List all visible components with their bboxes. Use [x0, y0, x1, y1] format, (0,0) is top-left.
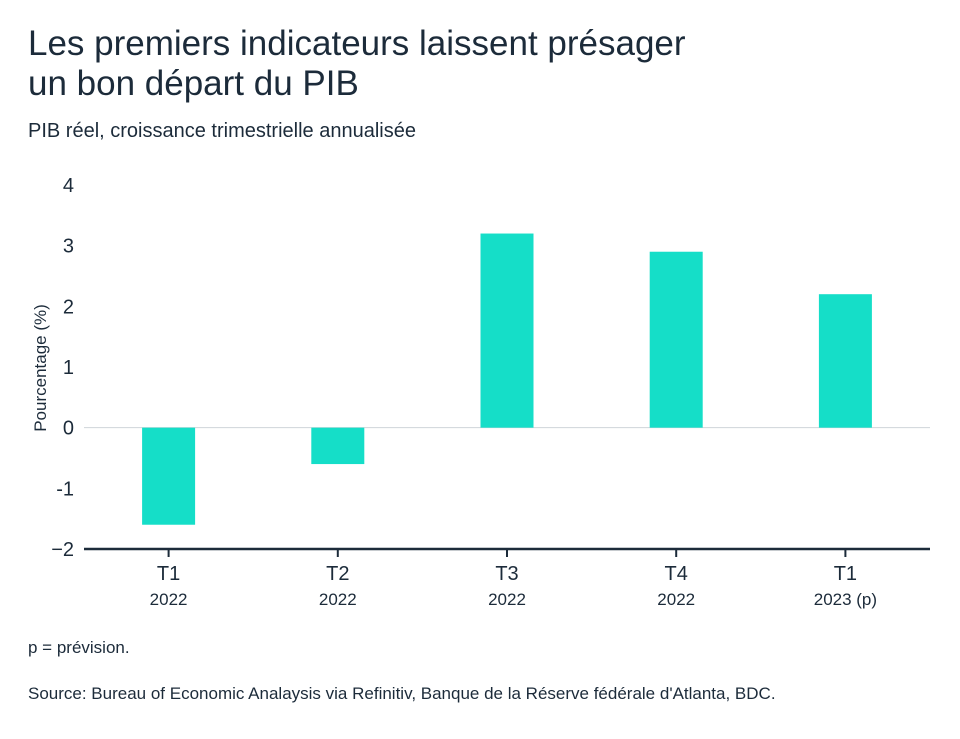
bar [142, 427, 196, 525]
y-tick-label: 3 [63, 236, 74, 258]
x-tick-sublabel: 2022 [319, 590, 357, 609]
x-tick-label: T3 [495, 563, 518, 585]
x-tick-sublabel: 2022 [150, 590, 188, 609]
chart-title-line-2: un bon départ du PIB [28, 64, 359, 103]
y-tick-label: −2 [51, 539, 74, 561]
y-tick-label: -1 [56, 478, 74, 500]
source-note: Source: Bureau of Economic Analaysis via… [28, 684, 776, 703]
y-tick-label: 2 [63, 296, 74, 318]
footnote: p = prévision. [28, 638, 130, 657]
x-tick-label: T1 [834, 563, 857, 585]
y-tick-label: 4 [63, 175, 74, 197]
x-tick-label: T2 [326, 563, 349, 585]
bar-chart: 4 3 2 1 0 -1 −2 Pourcentage (%) T1 2022 T2 2022 T3… [31, 175, 930, 609]
y-axis-ticks: 4 3 2 1 0 -1 −2 [51, 175, 74, 561]
y-tick-label: 0 [63, 418, 74, 440]
y-tick-label: 1 [63, 357, 74, 379]
chart-subtitle: PIB réel, croissance trimestrielle annua… [28, 120, 416, 142]
x-tick-sublabel: 2022 [657, 590, 695, 609]
x-tick-sublabel: 2023 (p) [814, 590, 877, 609]
x-tick-label: T4 [665, 563, 688, 585]
x-tick-sublabel: 2022 [488, 590, 526, 609]
x-axis-ticks: T1 2022 T2 2022 T3 2022 T4 2022 T1 2023 (p) [150, 549, 877, 609]
y-axis-label: Pourcentage (%) [31, 304, 50, 432]
bar [480, 233, 534, 428]
bar [311, 427, 365, 465]
x-tick-label: T1 [157, 563, 180, 585]
bar [818, 294, 872, 428]
bars [142, 233, 872, 525]
chart-title-line-1: Les premiers indicateurs laissent présag… [28, 24, 686, 63]
bar [649, 251, 703, 428]
chart-title: Les premiers indicateurs laissent présag… [28, 24, 928, 104]
